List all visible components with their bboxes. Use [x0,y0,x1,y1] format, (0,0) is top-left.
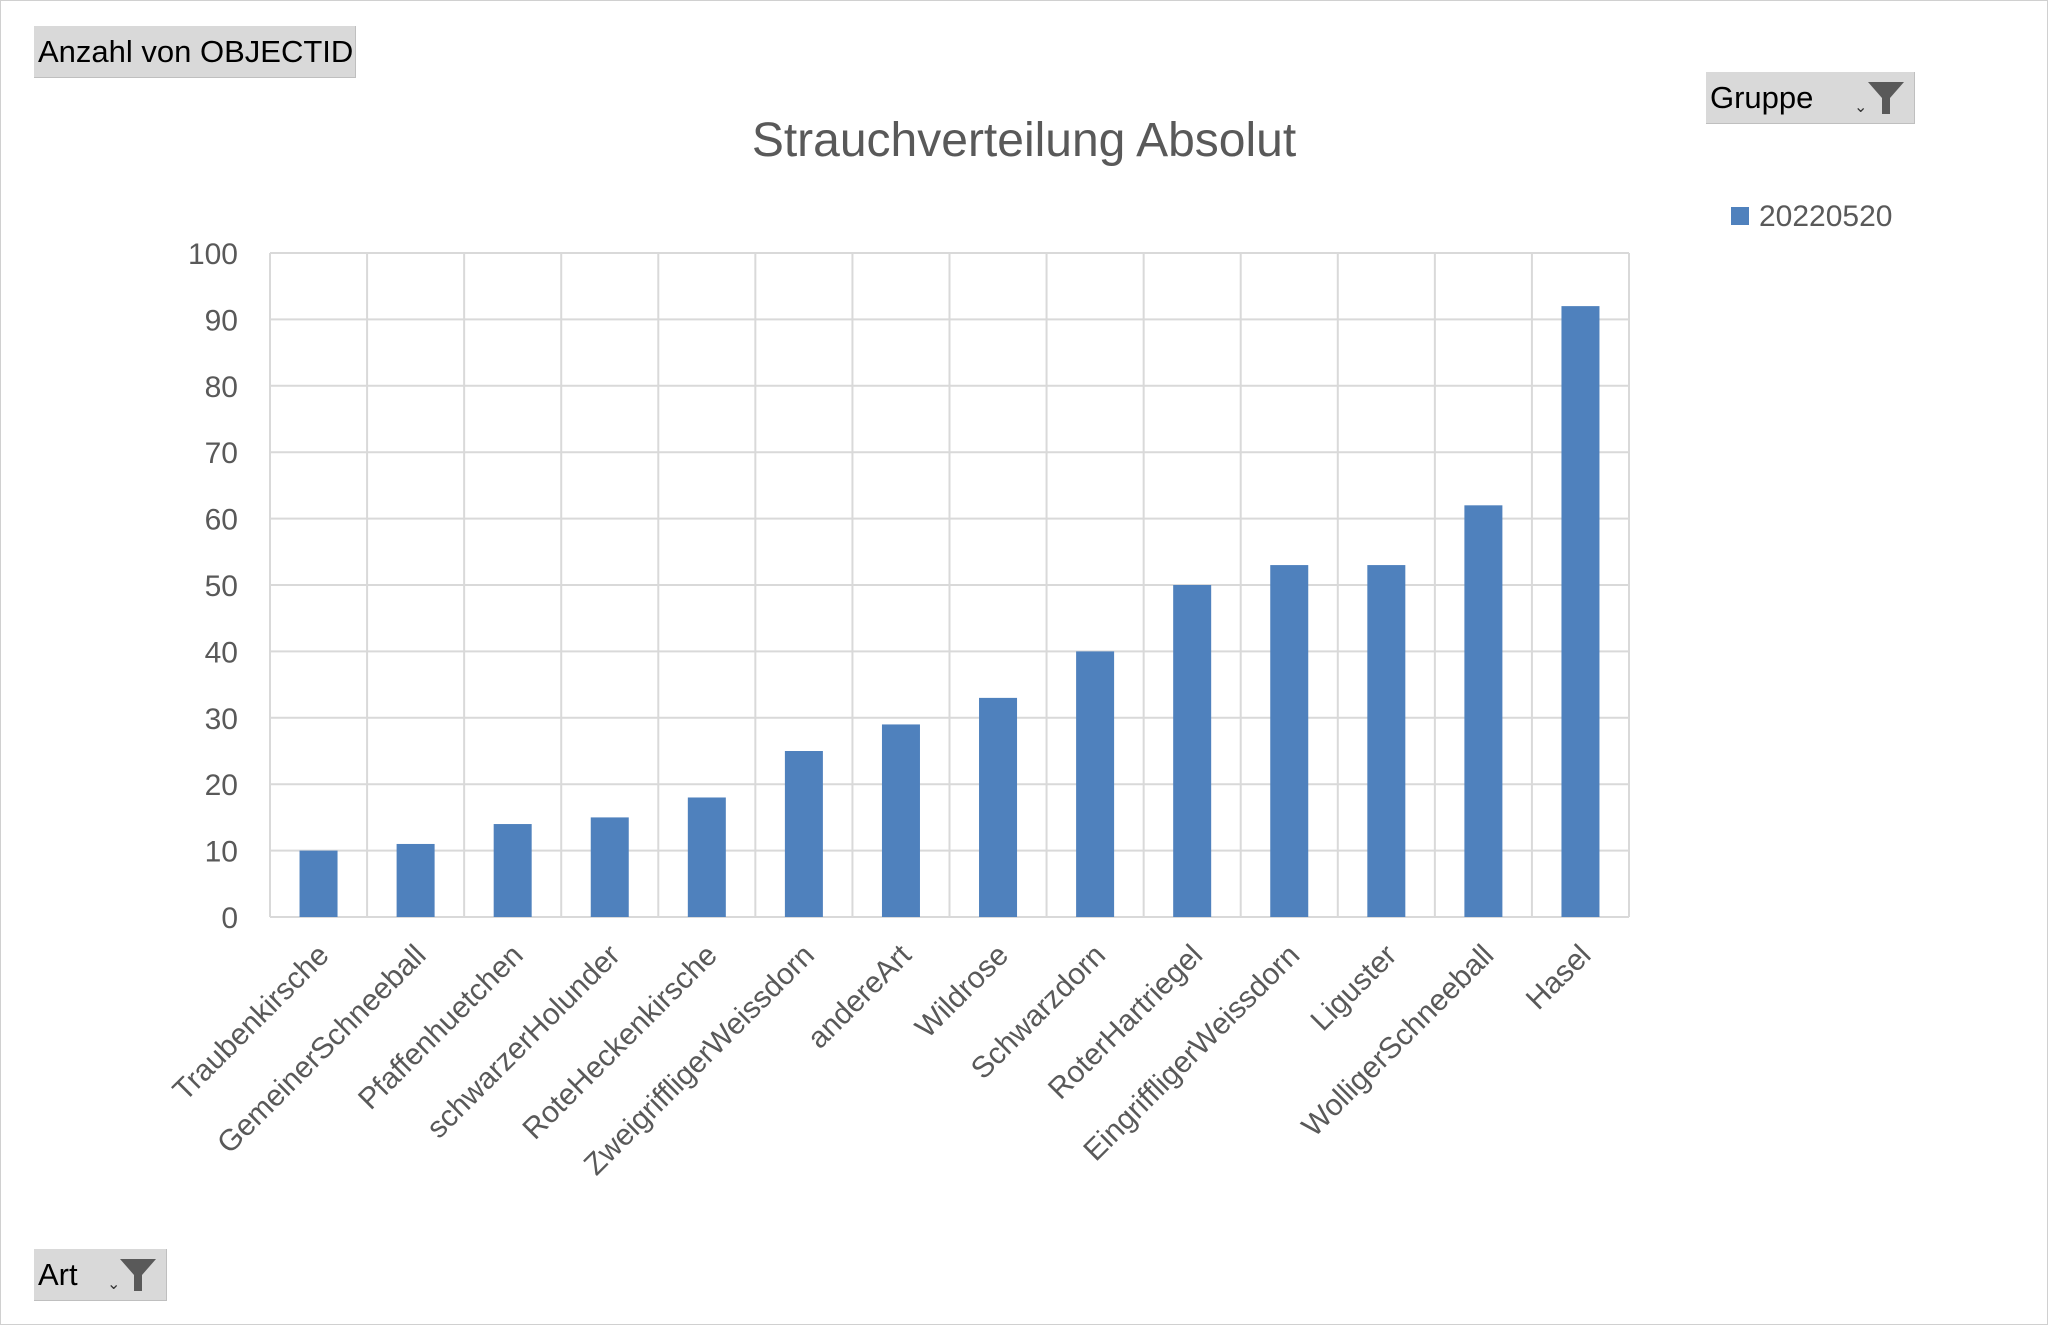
legend-swatch [1731,207,1749,225]
gridlines [269,252,1630,918]
filter-funnel-icon[interactable] [1866,80,1906,116]
dropdown-arrow-icon: ⌄ [107,1276,121,1293]
x-tick-label: WolligerSchneeball [1296,939,1501,1144]
x-tick-label: andereArt [801,938,918,1055]
y-tick-label: 30 [205,703,238,736]
y-tick-label: 90 [205,304,238,337]
bar-zweigriffligerweissdorn [784,751,823,917]
value-field-button[interactable]: Anzahl von OBJECTID [34,26,356,78]
x-tick-label: Liguster [1304,939,1403,1038]
y-tick-label: 80 [205,371,238,404]
bar-hasel [1561,306,1600,917]
x-tick-label: schwarzerHolunder [421,939,627,1145]
bar-gemeinerschneeball [396,843,435,917]
legend-label: 20220520 [1759,200,1892,233]
x-axis-labels: TraubenkirscheGemeinerSchneeballPfaffenh… [167,938,1598,1181]
chart-title: Strauchverteilung Absolut [752,114,1296,167]
y-tick-label: 50 [205,570,238,603]
y-axis-ticks: 0 10 20 30 40 50 60 70 80 90 100 [188,238,238,935]
y-tick-label: 70 [205,437,238,470]
legend-field-button[interactable]: Gruppe ⌄ [1706,72,1915,124]
x-tick-label: Hasel [1520,939,1598,1017]
legend: 20220520 [1731,200,1892,233]
bar-schwarzdorn [1076,651,1115,917]
bar-roteheckenkirsche [687,797,726,917]
bar-wildrose [979,697,1018,917]
bar-wolligerschneeball [1464,505,1503,917]
dropdown-arrow-icon: ⌄ [1854,99,1868,116]
axis-field-button[interactable]: Art ⌄ [34,1249,167,1301]
y-tick-label: 40 [205,636,238,669]
y-tick-label: 0 [221,902,238,935]
legend-field-label: Gruppe [1710,80,1814,115]
axis-field-label: Art [38,1257,78,1292]
value-field-label: Anzahl von OBJECTID [38,34,354,69]
bar-pfaffenhuetchen [493,824,532,917]
bar-schwarzerholunder [590,817,629,917]
y-tick-label: 10 [205,836,238,869]
y-tick-label: 100 [188,238,238,271]
bar-eingriffligerweissdorn [1270,565,1309,917]
y-tick-label: 20 [205,769,238,802]
bar-andereart [881,724,920,917]
y-tick-label: 60 [205,504,238,537]
bar-liguster [1367,565,1406,917]
filter-funnel-icon[interactable] [118,1257,158,1293]
x-tick-label: Pfaffenhuetchen [352,939,529,1116]
bar-roterhartriegel [1173,585,1212,917]
bars [299,306,1600,917]
bar-traubenkirsche [299,850,338,917]
